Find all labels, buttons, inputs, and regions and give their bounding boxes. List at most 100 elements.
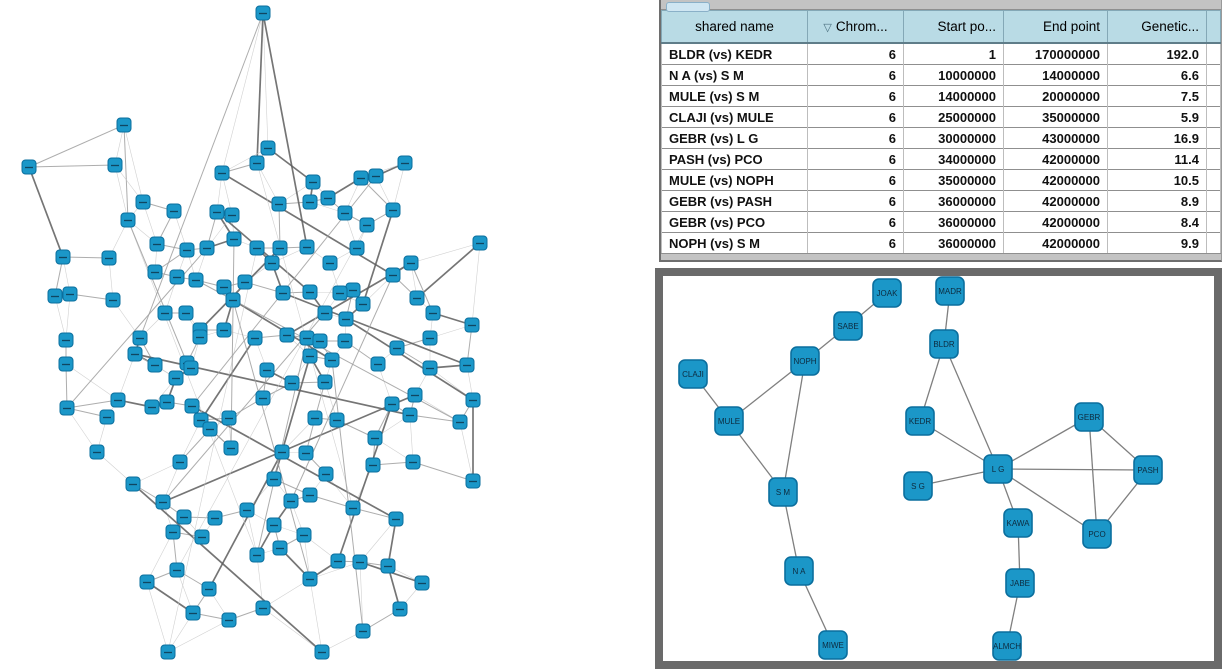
graph-node[interactable] — [271, 196, 287, 212]
graph-node[interactable] — [272, 540, 288, 556]
value-cell[interactable]: 25000000 — [903, 106, 1004, 128]
value-cell[interactable]: 16.9 — [1107, 127, 1207, 149]
graph-node[interactable] — [355, 623, 371, 639]
graph-node-kawa[interactable]: KAWA — [1003, 508, 1033, 538]
column-header-end-point[interactable]: End point — [1003, 10, 1108, 44]
value-cell[interactable]: 6 — [807, 169, 904, 191]
graph-node[interactable] — [185, 605, 201, 621]
graph-node[interactable] — [403, 255, 419, 271]
graph-node[interactable] — [255, 5, 271, 21]
network-edge-LG-PCO[interactable] — [997, 468, 1098, 535]
graph-node[interactable] — [155, 494, 171, 510]
graph-node[interactable] — [249, 155, 265, 171]
graph-node[interactable] — [274, 444, 290, 460]
graph-node[interactable] — [168, 370, 184, 386]
edge-name-cell[interactable]: NOPH (vs) S M — [661, 232, 808, 253]
value-cell[interactable]: 6 — [807, 42, 904, 65]
graph-node[interactable] — [247, 330, 263, 346]
graph-node[interactable] — [307, 410, 323, 426]
value-cell[interactable]: 6 — [807, 190, 904, 212]
graph-node[interactable] — [380, 558, 396, 574]
graph-node[interactable] — [199, 240, 215, 256]
value-cell[interactable]: 192.0 — [1107, 42, 1207, 65]
graph-node[interactable] — [202, 421, 218, 437]
graph-node[interactable] — [314, 644, 330, 660]
graph-node[interactable] — [159, 394, 175, 410]
edge-name-cell[interactable]: GEBR (vs) L G — [661, 127, 808, 149]
graph-node-almch[interactable]: ALMCH — [992, 631, 1022, 661]
column-header-start-po-[interactable]: Start po... — [903, 10, 1004, 44]
graph-node[interactable] — [166, 203, 182, 219]
graph-node[interactable] — [172, 454, 188, 470]
graph-node[interactable] — [414, 575, 430, 591]
graph-node-jabe[interactable]: JABE — [1005, 568, 1035, 598]
graph-node[interactable] — [225, 292, 241, 308]
graph-node-lg[interactable]: L G — [983, 454, 1013, 484]
graph-node[interactable] — [169, 562, 185, 578]
graph-node[interactable] — [110, 392, 126, 408]
table-row[interactable]: GEBR (vs) PCO 6 36000000 42000000 8.4 — [661, 211, 1221, 233]
graph-node[interactable] — [127, 346, 143, 362]
graph-node[interactable] — [207, 510, 223, 526]
graph-node[interactable] — [302, 348, 318, 364]
table-row[interactable]: MULE (vs) NOPH 6 35000000 42000000 10.5 — [661, 169, 1221, 191]
graph-node[interactable] — [317, 374, 333, 390]
graph-node[interactable] — [322, 255, 338, 271]
table-row[interactable]: CLAJI (vs) MULE 6 25000000 35000000 5.9 — [661, 106, 1221, 128]
edge-name-cell[interactable]: MULE (vs) NOPH — [661, 169, 808, 191]
value-cell[interactable]: 8.4 — [1107, 211, 1207, 233]
graph-node[interactable] — [329, 412, 345, 428]
graph-node[interactable] — [201, 581, 217, 597]
graph-node[interactable] — [194, 529, 210, 545]
graph-node[interactable] — [349, 240, 365, 256]
graph-node[interactable] — [302, 284, 318, 300]
graph-node[interactable] — [296, 527, 312, 543]
graph-node[interactable] — [385, 202, 401, 218]
graph-node[interactable] — [459, 357, 475, 373]
graph-node[interactable] — [224, 207, 240, 223]
graph-node-bldr[interactable]: BLDR — [929, 329, 959, 359]
graph-node[interactable] — [422, 360, 438, 376]
graph-node-mule[interactable]: MULE — [714, 406, 744, 436]
value-cell[interactable]: 14000000 — [1003, 64, 1108, 86]
graph-node-na[interactable]: N A — [784, 556, 814, 586]
graph-node[interactable] — [397, 155, 413, 171]
graph-node[interactable] — [184, 398, 200, 414]
graph-node[interactable] — [330, 553, 346, 569]
graph-node[interactable] — [264, 255, 280, 271]
graph-node[interactable] — [139, 574, 155, 590]
edge-name-cell[interactable]: MULE (vs) S M — [661, 85, 808, 107]
graph-node[interactable] — [178, 305, 194, 321]
graph-node[interactable] — [221, 410, 237, 426]
graph-node[interactable] — [249, 240, 265, 256]
graph-node[interactable] — [312, 333, 328, 349]
value-cell[interactable]: 6 — [807, 211, 904, 233]
graph-node[interactable] — [21, 159, 37, 175]
graph-node[interactable] — [392, 601, 408, 617]
value-cell[interactable]: 6.6 — [1107, 64, 1207, 86]
graph-node[interactable] — [239, 502, 255, 518]
graph-node-madr[interactable]: MADR — [935, 276, 965, 306]
table-row[interactable]: N A (vs) S M 6 10000000 14000000 6.6 — [661, 64, 1221, 86]
graph-node[interactable] — [209, 204, 225, 220]
edge-name-cell[interactable]: BLDR (vs) KEDR — [661, 42, 808, 65]
value-cell[interactable]: 10000000 — [903, 64, 1004, 86]
graph-node[interactable] — [302, 571, 318, 587]
panel-tab-fragment[interactable] — [666, 2, 710, 12]
graph-node[interactable] — [338, 311, 354, 327]
value-cell[interactable]: 42000000 — [1003, 211, 1108, 233]
graph-node[interactable] — [266, 517, 282, 533]
value-cell[interactable]: 34000000 — [903, 148, 1004, 170]
graph-node-claji[interactable]: CLAJI — [678, 359, 708, 389]
value-cell[interactable]: 1 — [903, 42, 1004, 65]
table-row[interactable]: GEBR (vs) PASH 6 36000000 42000000 8.9 — [661, 190, 1221, 212]
table-row[interactable]: GEBR (vs) L G 6 30000000 43000000 16.9 — [661, 127, 1221, 149]
graph-node-pco[interactable]: PCO — [1082, 519, 1112, 549]
graph-node[interactable] — [345, 500, 361, 516]
table-row[interactable]: MULE (vs) S M 6 14000000 20000000 7.5 — [661, 85, 1221, 107]
value-cell[interactable]: 36000000 — [903, 190, 1004, 212]
network-edge-LG-GEBR[interactable] — [997, 416, 1090, 470]
value-cell[interactable]: 6 — [807, 64, 904, 86]
graph-node[interactable] — [305, 174, 321, 190]
graph-node[interactable] — [160, 644, 176, 660]
